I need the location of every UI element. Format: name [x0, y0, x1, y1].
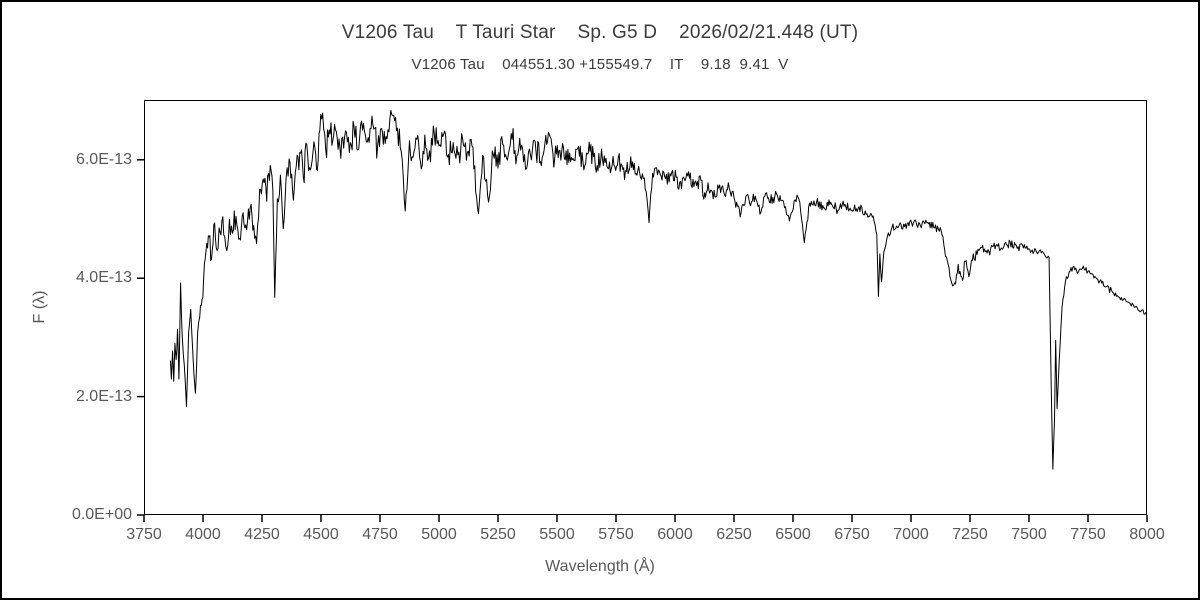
x-tick-label: 4750 [362, 526, 398, 543]
chart-title: V1206 Tau T Tauri Star Sp. G5 D 2026/02/… [341, 22, 859, 43]
x-tick-label: 6500 [775, 526, 811, 543]
x-tick-label: 7250 [952, 526, 988, 543]
x-tick-label: 4000 [185, 526, 221, 543]
y-tick-label: 6.0E-13 [75, 150, 132, 168]
x-tick-label: 7750 [1070, 526, 1106, 543]
x-axis-label: Wavelength (Å) [545, 558, 655, 575]
plot-frame [144, 100, 1147, 515]
spectrum-line [169, 109, 1148, 470]
x-tick-label: 6750 [834, 526, 870, 543]
y-axis-label: F (λ) [31, 290, 48, 324]
y-tick-label: 2.0E-13 [75, 387, 132, 405]
x-tick-label: 5500 [539, 526, 575, 543]
x-tick-label: 5750 [598, 526, 634, 543]
x-tick-label: 7500 [1011, 526, 1047, 543]
x-tick-label: 8000 [1129, 526, 1165, 543]
x-tick-label: 5250 [480, 526, 516, 543]
x-tick-label: 4250 [244, 526, 280, 543]
y-tick-label: 0.0E+00 [71, 506, 132, 523]
x-tick-label: 3750 [126, 526, 162, 543]
y-tick-label: 4.0E-13 [75, 269, 132, 287]
x-tick-label: 7000 [893, 526, 929, 543]
x-tick-label: 6250 [716, 526, 752, 543]
chart-subtitle: V1206 Tau 044551.30 +155549.7 IT 9.18 9.… [411, 56, 789, 73]
x-tick-label: 4500 [303, 526, 339, 543]
x-tick-label: 6000 [657, 526, 693, 543]
x-tick-label: 5000 [421, 526, 457, 543]
